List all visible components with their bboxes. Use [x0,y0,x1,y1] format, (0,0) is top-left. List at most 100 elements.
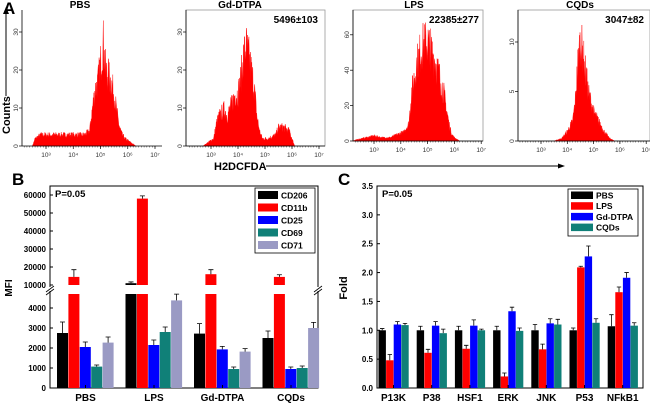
x-tick-label: 10⁷ [641,147,650,154]
y-tick-label: 0 [42,384,47,393]
x-tick-label: 10⁶ [615,147,625,154]
y-tick-label: 10 [177,104,184,112]
x-category-label: P53 [576,393,594,403]
error-bar [555,318,560,325]
bar-lps-p38 [424,352,432,388]
error-bar [265,330,271,338]
bar-pbs-erk [493,330,501,388]
y-tick-label: 3.0 [362,211,374,220]
y-tick-label: 20 [344,102,351,110]
y-tick-label: 0 [509,139,516,143]
error-bar [548,318,553,324]
y-tick-label: 60 [344,31,351,39]
error-bar [509,306,515,312]
histogram-area [32,20,137,147]
legend-swatch-cd25 [258,216,278,224]
legend-swatch-cd206 [258,191,278,199]
x-category-label: LPS [144,393,164,403]
x-tick-label: 10⁵ [589,147,599,154]
y-tick-label: 40 [344,66,351,74]
x-category-label: JNK [536,393,557,403]
legend-swatch-cqds [571,223,593,232]
p-value-annotation: P=0.05 [382,189,413,200]
bar-pbs-p38 [416,330,425,388]
counts-axis-label: Counts [1,96,13,134]
y-tick-label: 1.5 [362,297,374,306]
y-axis-label: MFI [4,279,15,296]
panel-b-mfi-chart: 0 1000 2000 3000 4000 10000 20000 30000 40000 500… [4,185,323,403]
error-bar [128,281,134,284]
error-bar [441,328,446,334]
bar-cd25-pbs [79,347,91,388]
x-tick-label: 10⁵ [96,152,106,159]
bar-gd-dtpa-p13k [393,324,402,388]
bar-pbs-jnk [531,330,539,388]
y-tick-label: 0 [344,139,351,143]
h2dcfda-axis-label: H2DCFDA [214,161,267,173]
bar-pbs-p53 [569,330,577,388]
histogram-area [352,22,461,142]
y-tick-label: 20 [177,66,184,74]
error-bar [94,364,100,367]
error-bar [456,325,461,331]
legend-label: CD25 [281,216,303,226]
bar-gd-dtpa-hsf1 [470,325,478,388]
legend-swatch-pbs [571,191,593,199]
error-bar [532,324,538,331]
y-tick-label: 4000 [28,304,46,313]
bar-cd11b-lps-lower [136,294,148,388]
x-tick-label: 10⁷ [476,147,486,154]
y-tick-label: 3000 [28,324,46,333]
error-bar [276,274,282,277]
error-bar [105,336,111,343]
y-tick-label: 10 [13,104,20,112]
error-bar [502,372,507,377]
histogram-lps: 0 20 40 60 10³ 10⁴ 10⁵ 10⁶ 10⁷ LPS 22385±277 [344,0,487,154]
y-tick-label: 1.0 [362,326,374,335]
legend-label: CD206 [281,191,308,201]
histogram-title: CQDs [566,0,594,11]
panel-label-c: C [338,170,350,189]
error-bar [540,343,545,350]
histogram-gd-dtpa: 0 10 20 30 10³ 10⁴ 10⁵ 10⁶ 10⁷ Gd-DTPA 5496±103 [177,0,326,159]
x-tick-label: 10⁵ [423,147,433,154]
y-tick-label: 2000 [28,344,46,353]
x-tick-label: 10³ [369,147,379,154]
error-bar [288,366,294,369]
error-bar [593,318,599,323]
y-tick-label: 10 [509,38,516,46]
x-category-label: PBS [75,393,96,403]
histogram-title: PBS [70,0,91,11]
bar-cd206-lps-upper [125,283,137,285]
legend-swatch-cd11b [258,203,278,212]
error-bar [219,346,225,350]
histogram-pbs: 0 10 20 30 10³ 10⁴ 10⁵ 10⁶ 10⁷ PBS [13,0,162,159]
error-bar [402,322,408,326]
y-tick-label: 30 [13,28,20,36]
y-tick-label: 0 [13,144,20,148]
bar-cd71-gd-dtpa [239,351,251,388]
error-bar [616,286,622,293]
y-tick-label: 10000 [24,281,47,290]
mean-fluorescence-label: 22385±277 [429,15,479,26]
error-bar [464,344,469,349]
bar-cd71-pbs [102,342,114,388]
y-tick-label: 50000 [24,209,47,218]
bar-gd-dtpa-jnk [546,323,554,388]
x-tick-label: 10⁶ [287,152,297,159]
x-category-label: NFkB1 [607,393,639,403]
error-bar [586,245,591,257]
bar-cd25-gd-dtpa [216,349,228,388]
counts-arrow-head [3,7,9,14]
y-tick-label: 60000 [24,191,47,200]
error-bar [299,365,305,368]
x-tick-label: 10⁶ [123,152,133,159]
bar-cd11b-gd-dtpa-lower [205,294,217,388]
bar-cqds-p38 [439,333,447,388]
x-tick-label: 10⁴ [233,152,243,159]
x-tick-label: 10⁵ [260,152,270,159]
histogram-title: LPS [404,0,424,11]
legend-swatch-cd71 [258,241,278,249]
error-bar [471,319,476,326]
